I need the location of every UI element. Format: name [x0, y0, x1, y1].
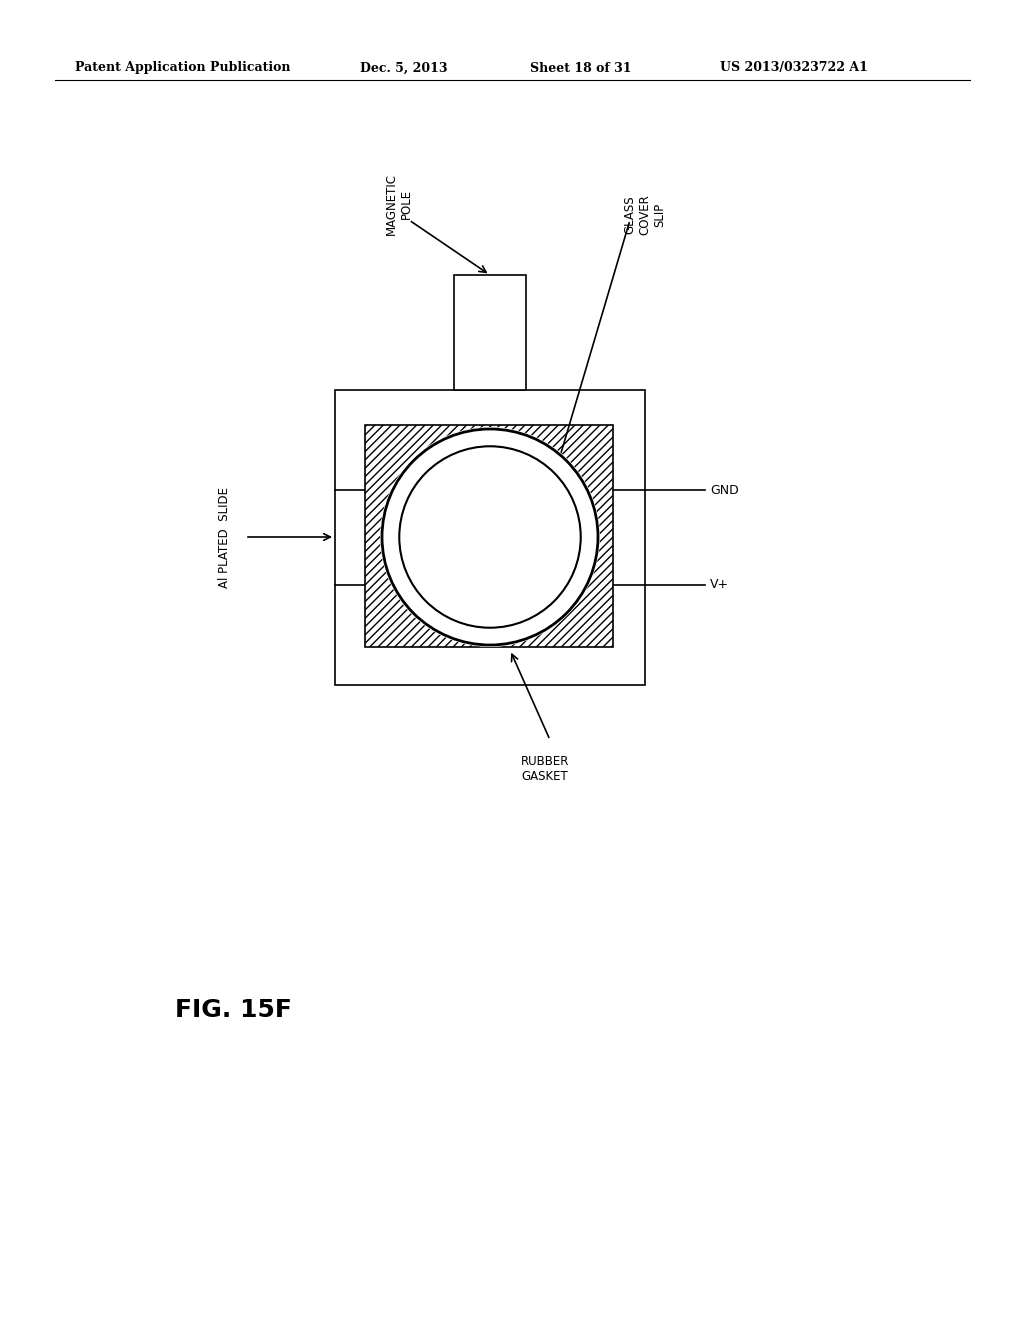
Text: RUBBER
GASKET: RUBBER GASKET	[521, 755, 569, 783]
Text: GLASS
COVER
SLIP: GLASS COVER SLIP	[624, 194, 667, 235]
Bar	[365, 425, 613, 647]
Text: Dec. 5, 2013: Dec. 5, 2013	[360, 62, 447, 74]
Text: Patent Application Publication: Patent Application Publication	[75, 62, 291, 74]
Bar	[335, 389, 645, 685]
Text: US 2013/0323722 A1: US 2013/0323722 A1	[720, 62, 868, 74]
Text: GND: GND	[710, 484, 738, 496]
Text: Sheet 18 of 31: Sheet 18 of 31	[530, 62, 632, 74]
Text: Al PLATED  SLIDE: Al PLATED SLIDE	[218, 487, 231, 587]
Circle shape	[380, 426, 600, 647]
Text: V+: V+	[710, 578, 729, 591]
Bar	[454, 275, 526, 389]
Text: FIG. 15F: FIG. 15F	[175, 998, 292, 1022]
Circle shape	[399, 446, 581, 628]
Text: MAGNETIC
POLE: MAGNETIC POLE	[385, 173, 413, 235]
